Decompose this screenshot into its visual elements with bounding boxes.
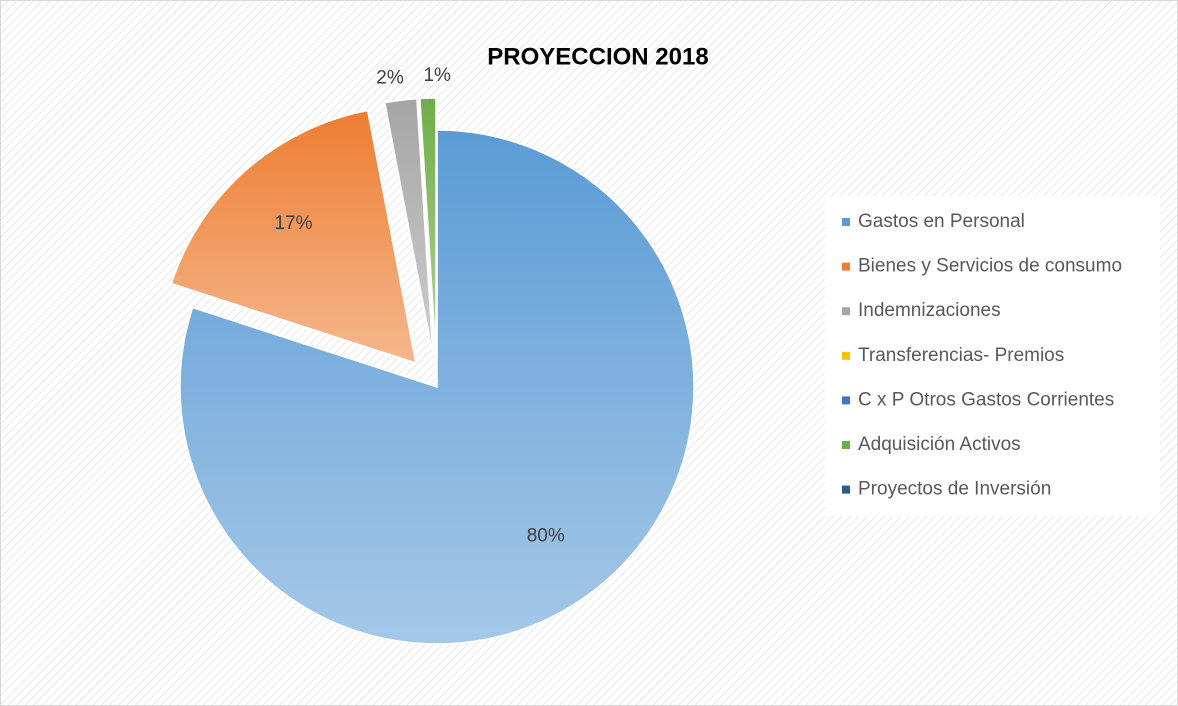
slice-shade: [171, 110, 416, 363]
legend-label: Gastos en Personal: [858, 211, 1025, 232]
legend-marker: [842, 485, 850, 494]
legend-label: Bienes y Servicios de consumo: [858, 256, 1122, 277]
legend-marker: [842, 396, 850, 405]
legend-label: C x P Otros Gastos Corrientes: [858, 389, 1114, 410]
legend-marker: [842, 218, 850, 226]
data-label: 80%: [527, 526, 565, 547]
data-label: 2%: [376, 67, 404, 88]
data-label: 1%: [423, 65, 451, 86]
legend-box: [825, 196, 1160, 516]
data-label: 17%: [274, 213, 312, 234]
chart-title: PROYECCION 2018: [487, 43, 708, 70]
pie-slice: [418, 98, 436, 356]
legend-marker: [842, 441, 850, 449]
slice-shade: [384, 98, 433, 356]
legend-marker: [842, 307, 850, 316]
slice-shade: [180, 130, 695, 644]
legend-label: Transferencias- Premios: [858, 345, 1064, 366]
legend-label: Proyectos de Inversión: [858, 479, 1051, 500]
legend-marker: [842, 262, 850, 271]
legend-marker: [842, 351, 850, 360]
legend-label: Adquisición Activos: [858, 434, 1021, 455]
slice-shade: [419, 98, 436, 356]
legend-label: Indemnizaciones: [858, 300, 1001, 321]
